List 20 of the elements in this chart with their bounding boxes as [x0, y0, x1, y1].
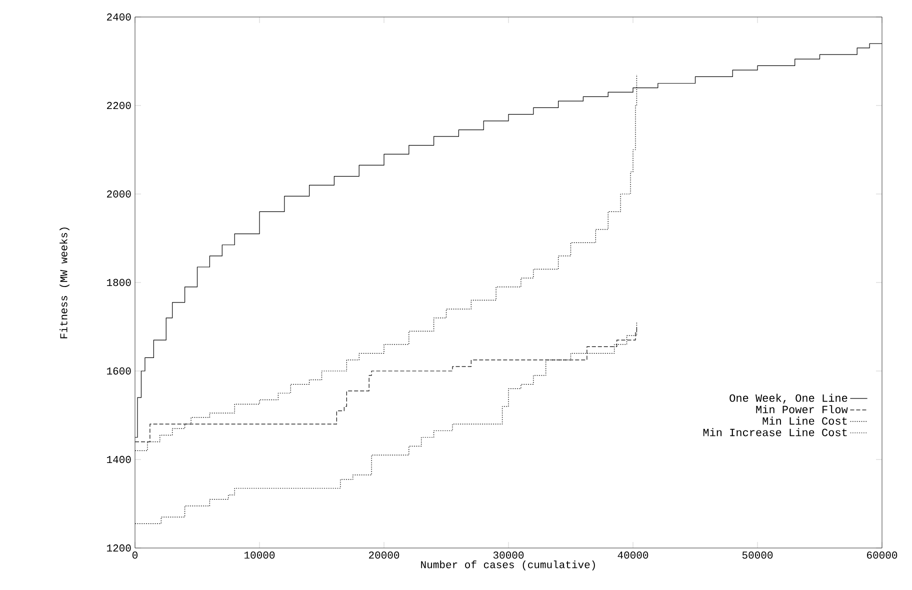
- x-tick-label: 20000: [368, 552, 400, 559]
- y-tick-label: 2200: [107, 102, 131, 110]
- x-axis-title: Number of cases (cumulative): [421, 560, 595, 570]
- y-tick-label: 1600: [107, 367, 131, 375]
- y-tick-label: 2000: [107, 190, 131, 198]
- x-tick-label: 0: [132, 552, 138, 559]
- x-tick-label: 40000: [618, 552, 648, 559]
- y-tick-label: 2400: [107, 13, 131, 21]
- x-tick-label: 50000: [742, 552, 773, 559]
- x-tick-label: 10000: [244, 552, 275, 559]
- y-tick-label: 1800: [107, 278, 131, 286]
- legend-label: One Week, One Line: [730, 394, 848, 404]
- y-axis-title: Fitness (MW weeks): [60, 228, 70, 338]
- y-tick-label: 1200: [107, 544, 131, 552]
- x-tick-label: 60000: [867, 552, 898, 559]
- legend-label: Min Line Cost: [762, 416, 847, 425]
- legend-label: Min Increase Line Cost: [703, 428, 847, 436]
- x-tick-label: 30000: [493, 552, 524, 559]
- legend-label: Min Power Flow: [756, 405, 848, 414]
- y-tick-label: 1400: [107, 456, 131, 464]
